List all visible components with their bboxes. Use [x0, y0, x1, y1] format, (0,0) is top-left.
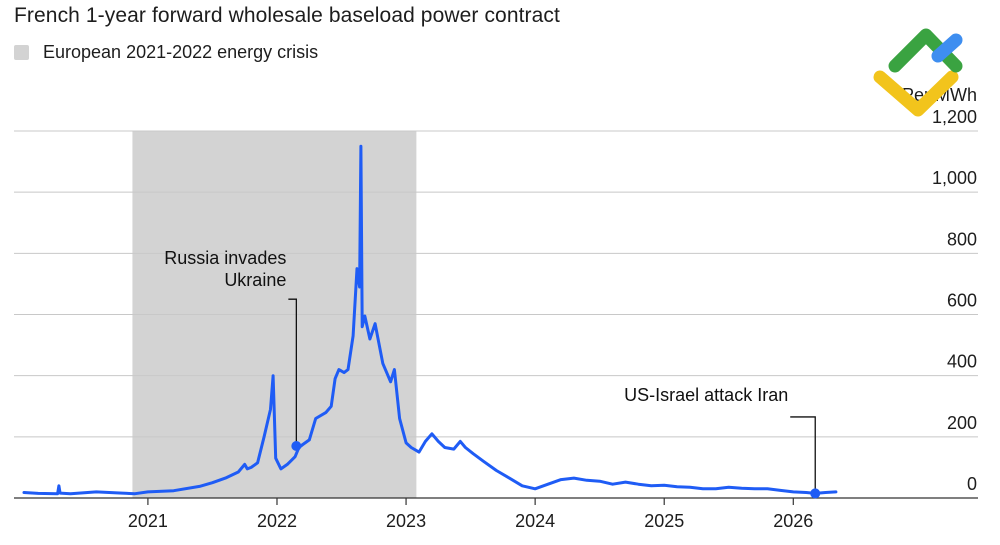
y-tick-label: 1,000 — [932, 168, 977, 188]
y-tick-label: 200 — [947, 413, 977, 433]
x-tick-label: 2024 — [515, 511, 555, 531]
y-tick-label: 600 — [947, 291, 977, 311]
x-tick-label: 2022 — [257, 511, 297, 531]
brand-logo-icon — [873, 28, 963, 117]
annotation-label: US-Israel attack Iran — [624, 385, 788, 405]
annotation-label: Russia invades — [164, 248, 286, 268]
y-tick-label: 0 — [967, 474, 977, 494]
y-tick-label: 400 — [947, 352, 977, 372]
chart-title: French 1-year forward wholesale baseload… — [14, 4, 560, 27]
annotation-label: Ukraine — [224, 270, 286, 290]
y-tick-label: 800 — [947, 229, 977, 249]
price-series-line — [22, 144, 838, 496]
y-tick-label: 1,200 — [932, 107, 977, 127]
annotation-marker — [291, 441, 302, 452]
legend-label-energy-crisis: European 2021-2022 energy crisis — [43, 42, 319, 62]
legend: European 2021-2022 energy crisis — [14, 42, 318, 63]
annotation-leader-line — [790, 416, 816, 494]
x-tick-label: 2023 — [386, 511, 426, 531]
annotation-marker — [810, 488, 821, 499]
legend-swatch-energy-crisis — [14, 45, 29, 60]
x-tick-label: 2021 — [128, 511, 168, 531]
x-tick-label: 2026 — [773, 511, 813, 531]
annotation-leader-line — [288, 298, 297, 447]
x-tick-label: 2025 — [644, 511, 684, 531]
